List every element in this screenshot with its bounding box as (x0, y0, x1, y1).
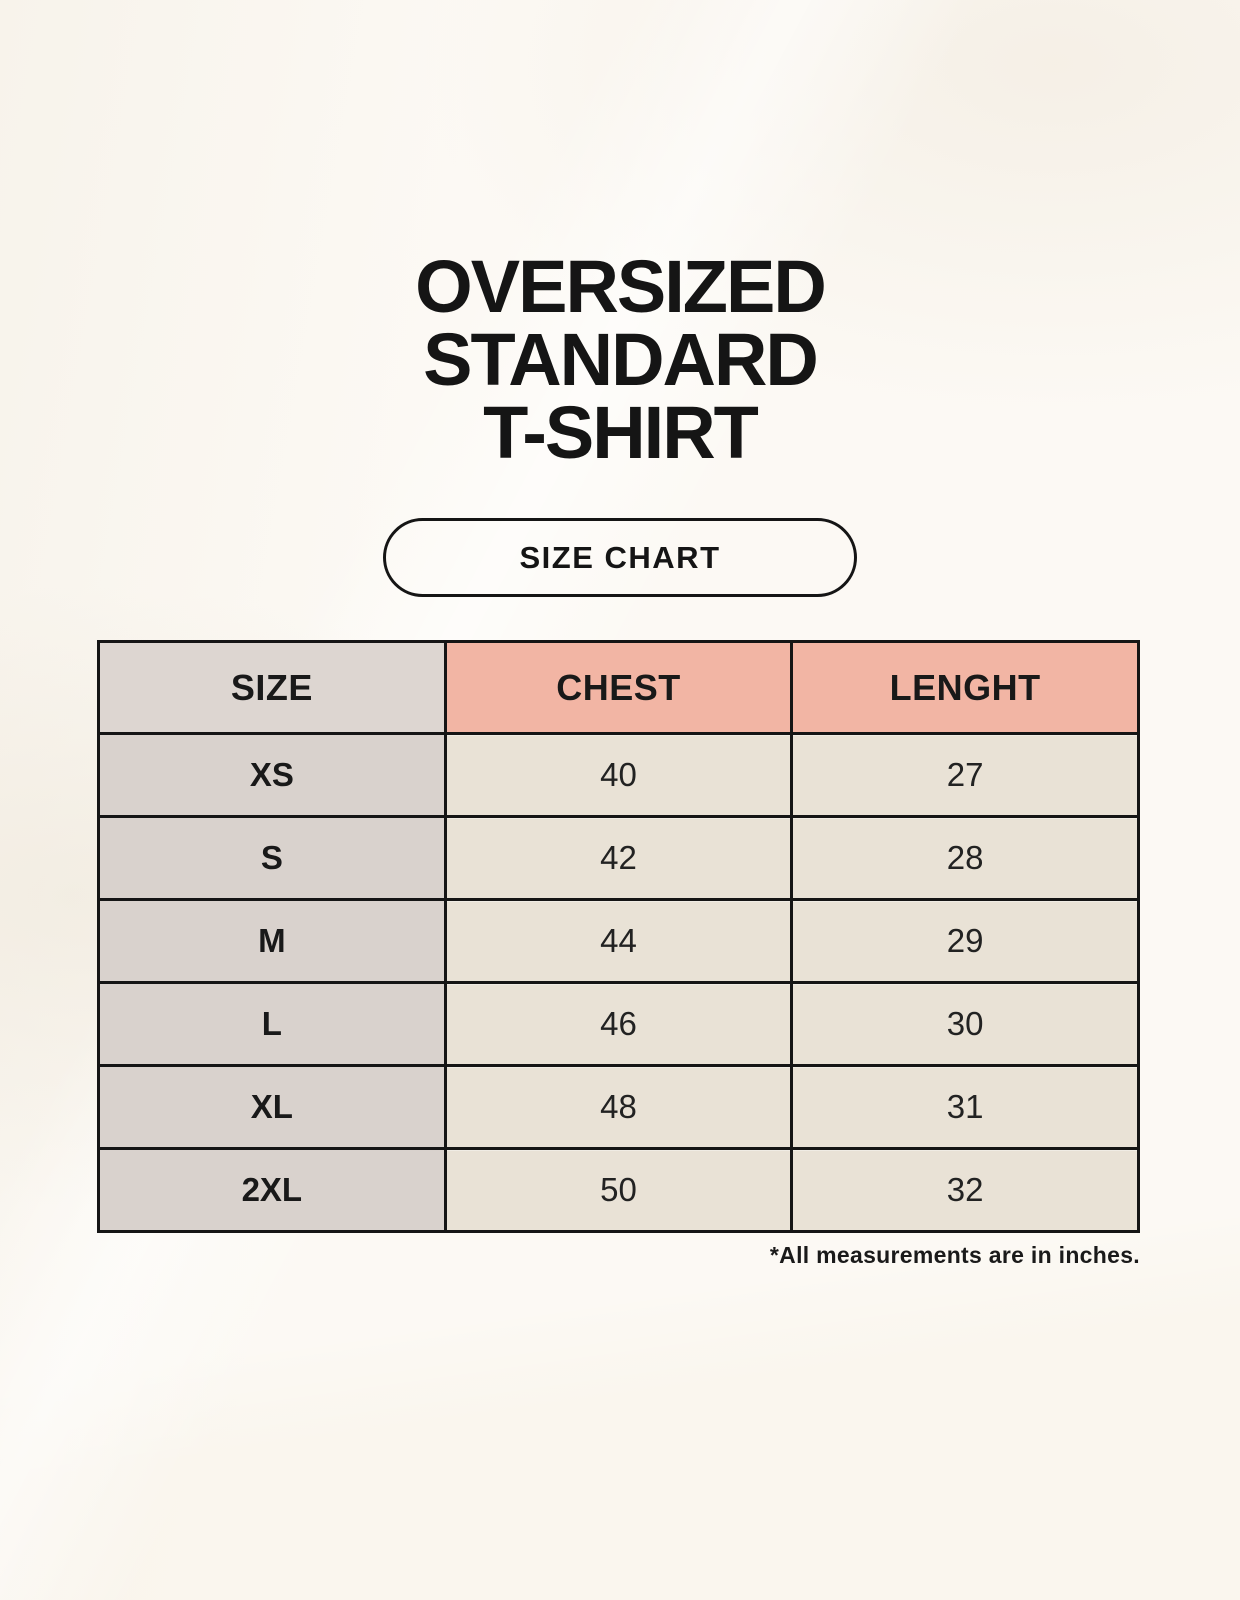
header-row: SIZE CHEST LENGHT (97, 640, 1140, 735)
size-label: XL (97, 1064, 447, 1150)
chest-value: 50 (443, 1147, 794, 1233)
table-row-m: M 44 29 (97, 898, 1140, 984)
size-label: L (97, 981, 447, 1067)
length-value: 29 (790, 898, 1140, 984)
table-row-xs: XS 40 27 (97, 732, 1140, 818)
size-chart-table-header: SIZE CHEST LENGHT (97, 640, 1140, 735)
column-header-size: SIZE (97, 640, 447, 735)
column-header-length: LENGHT (790, 640, 1140, 735)
length-value: 27 (790, 732, 1140, 818)
table-row-xl: XL 48 31 (97, 1064, 1140, 1150)
chest-value: 44 (443, 898, 794, 984)
length-value: 28 (790, 815, 1140, 901)
size-label: S (97, 815, 447, 901)
chest-value: 42 (443, 815, 794, 901)
chest-value: 48 (443, 1064, 794, 1150)
title-line-2: STANDARD (423, 318, 819, 401)
chest-value: 40 (443, 732, 794, 818)
table-row-l: L 46 30 (97, 981, 1140, 1067)
size-label: XS (97, 732, 447, 818)
length-value: 30 (790, 981, 1140, 1067)
table-row-2xl: 2XL 50 32 (97, 1147, 1140, 1233)
size-chart-button[interactable]: SIZE CHART (383, 518, 857, 597)
length-value: 32 (790, 1147, 1140, 1233)
table-row-s: S 42 28 (97, 815, 1140, 901)
size-chart-table: SIZE CHEST LENGHT XS 40 27 S 42 28 M 44 … (97, 640, 1140, 1233)
title-line-1: OVERSIZED (415, 245, 827, 328)
measurements-footnote: *All measurements are in inches. (769, 1242, 1140, 1268)
chest-value: 46 (443, 981, 794, 1067)
size-label: M (97, 898, 447, 984)
page-title: OVERSIZED STANDARD T-SHIRT (0, 245, 1240, 474)
size-label: 2XL (97, 1147, 447, 1233)
title-line-3: T-SHIRT (483, 391, 759, 474)
size-chart-button-label: SIZE CHART (519, 539, 721, 575)
size-chart-table-body: XS 40 27 S 42 28 M 44 29 L 46 30 XL 48 3… (97, 732, 1140, 1233)
length-value: 31 (790, 1064, 1140, 1150)
column-header-chest: CHEST (443, 640, 794, 735)
